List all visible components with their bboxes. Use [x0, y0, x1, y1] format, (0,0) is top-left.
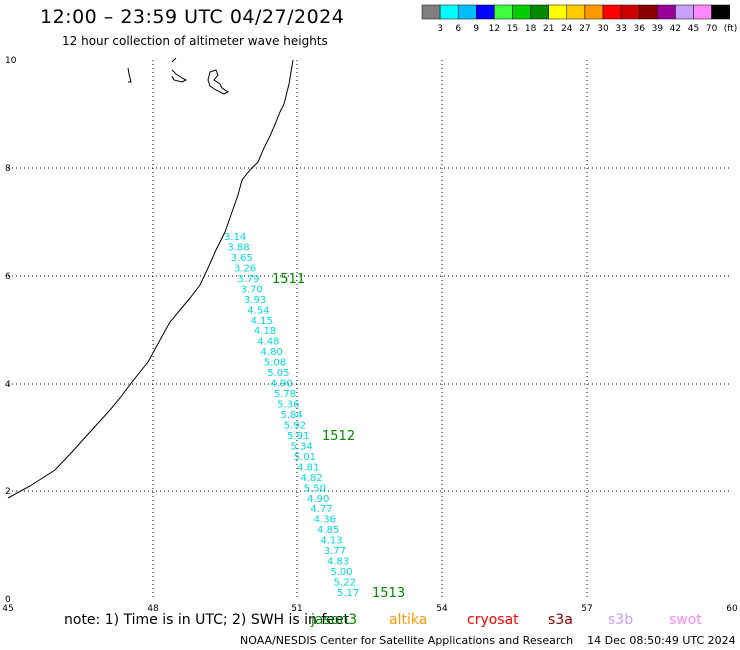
y-tick-label: 4 [5, 380, 11, 390]
colorbar-label: 9 [473, 24, 479, 34]
colorbar-label: 6 [455, 24, 461, 34]
swh-value-label: 3.14 [224, 232, 246, 243]
swh-value-label: 4.90 [271, 379, 293, 390]
colorbar-label: 70 [706, 24, 718, 34]
island-3 [207, 69, 229, 95]
swh-value-label: 5.17 [337, 588, 359, 599]
swh-value-label: 3.77 [324, 546, 346, 557]
colorbar-label: 12 [489, 24, 500, 34]
coastline [7, 57, 294, 499]
legend-item-jason3: jason3 [311, 612, 358, 628]
y-tick-label: 2 [5, 487, 11, 497]
legend-item-s3a: s3a [548, 612, 573, 628]
x-tick-label: 57 [581, 604, 592, 614]
swh-value-label: 4.54 [247, 305, 269, 316]
pass-labels: 1511 1512 1513 [272, 272, 405, 601]
color-scale-bar: 3 6 9 12 15 18 21 24 27 30 33 36 39 42 45 70 (ft) [421, 4, 738, 34]
grid-lines [8, 60, 732, 599]
swh-value-label: 4.82 [300, 473, 322, 484]
swh-value-label: 5.92 [284, 420, 306, 431]
x-tick-label: 48 [147, 604, 159, 614]
colorbar-label: 21 [543, 24, 554, 34]
swh-value-label: 5.50 [304, 483, 326, 494]
y-tick-label: 8 [5, 164, 11, 174]
credit-timestamp: 14 Dec 08:50:49 UTC 2024 [587, 634, 736, 647]
swh-value-label: 4.36 [314, 515, 336, 526]
swh-value-label: 4.48 [257, 337, 279, 348]
altimeter-track: 3.143.883.653.263.793.703.934.544.154.18… [224, 232, 359, 599]
colorbar-label: 27 [579, 24, 590, 34]
swh-value-label: 5.36 [277, 400, 299, 411]
x-tick-label: 54 [436, 604, 448, 614]
footer-note: note: 1) Time is in UTC; 2) SWH is in fe… [64, 612, 350, 628]
pass-number-label: 1513 [372, 586, 405, 601]
colorbar-label: 15 [507, 24, 518, 34]
colorbar-label: 30 [597, 24, 609, 34]
swh-value-label: 3.93 [244, 295, 266, 306]
colorbar-label: 3 [437, 24, 443, 34]
map-title: 12:00 – 23:59 UTC 04/27/2024 [40, 6, 345, 28]
swh-value-label: 5.78 [274, 389, 296, 400]
colorbar-unit: (ft) [724, 24, 738, 34]
swh-value-label: 5.08 [264, 358, 286, 369]
swh-value-label: 4.13 [320, 536, 342, 547]
y-tick-label: 0 [5, 595, 11, 605]
swh-value-label: 4.81 [297, 462, 319, 473]
colorbar-swatch [711, 4, 730, 20]
swh-value-label: 4.90 [307, 494, 329, 505]
island-1 [127, 67, 132, 83]
swh-value-label: 4.15 [251, 316, 273, 327]
legend-item-altika: altika [389, 612, 428, 628]
colorbar-label: 33 [615, 24, 626, 34]
swh-value-label: 3.88 [227, 242, 249, 253]
y-tick-label: 6 [5, 272, 11, 282]
swh-value-label: 3.26 [234, 263, 256, 274]
swh-value-label: 5.00 [330, 567, 352, 578]
x-tick-label: 45 [2, 604, 13, 614]
swh-value-label: 4.18 [254, 326, 276, 337]
y-tick-label: 10 [5, 56, 17, 66]
colorbar-label: 39 [652, 24, 664, 34]
legend-item-s3b: s3b [608, 612, 634, 628]
swh-value-label: 4.83 [327, 557, 349, 568]
legend-item-cryosat: cryosat [467, 612, 519, 628]
colorbar-label: 45 [688, 24, 699, 34]
x-tick-label: 51 [291, 604, 302, 614]
coastline-line [7, 59, 294, 499]
colorbar-label: 42 [670, 24, 681, 34]
map-subtitle: 12 hour collection of altimeter wave hei… [62, 34, 328, 48]
swh-value-label: 5.34 [290, 441, 312, 452]
pass-number-label: 1511 [272, 272, 305, 287]
colorbar-label: 18 [525, 24, 537, 34]
swh-value-label: 3.79 [237, 274, 259, 285]
swh-value-label: 5.84 [281, 410, 303, 421]
swh-value-label: 5.05 [267, 368, 289, 379]
swh-value-label: 4.77 [310, 504, 332, 515]
swh-value-label: 4.85 [317, 525, 339, 536]
colorbar-label: 36 [633, 24, 645, 34]
swh-value-label: 3.65 [231, 253, 253, 264]
swh-value-label: 5.91 [287, 431, 309, 442]
pass-number-label: 1512 [322, 429, 355, 444]
swh-value-label: 4.80 [261, 347, 283, 358]
swh-value-label: 5.22 [334, 578, 356, 589]
swh-value-label: 3.70 [241, 284, 263, 295]
credit-text: NOAA/NESDIS Center for Satellite Applica… [240, 634, 574, 647]
axis-tick-labels: 45 48 51 54 57 60 0 2 4 6 8 10 [2, 56, 738, 614]
x-tick-label: 60 [726, 604, 738, 614]
footer-credit: NOAA/NESDIS Center for Satellite Applica… [240, 634, 736, 647]
swh-value-label: 5.01 [294, 452, 316, 463]
legend-item-swot: swot [669, 612, 702, 628]
colorbar-label: 24 [561, 24, 573, 34]
island-2 [171, 57, 188, 83]
